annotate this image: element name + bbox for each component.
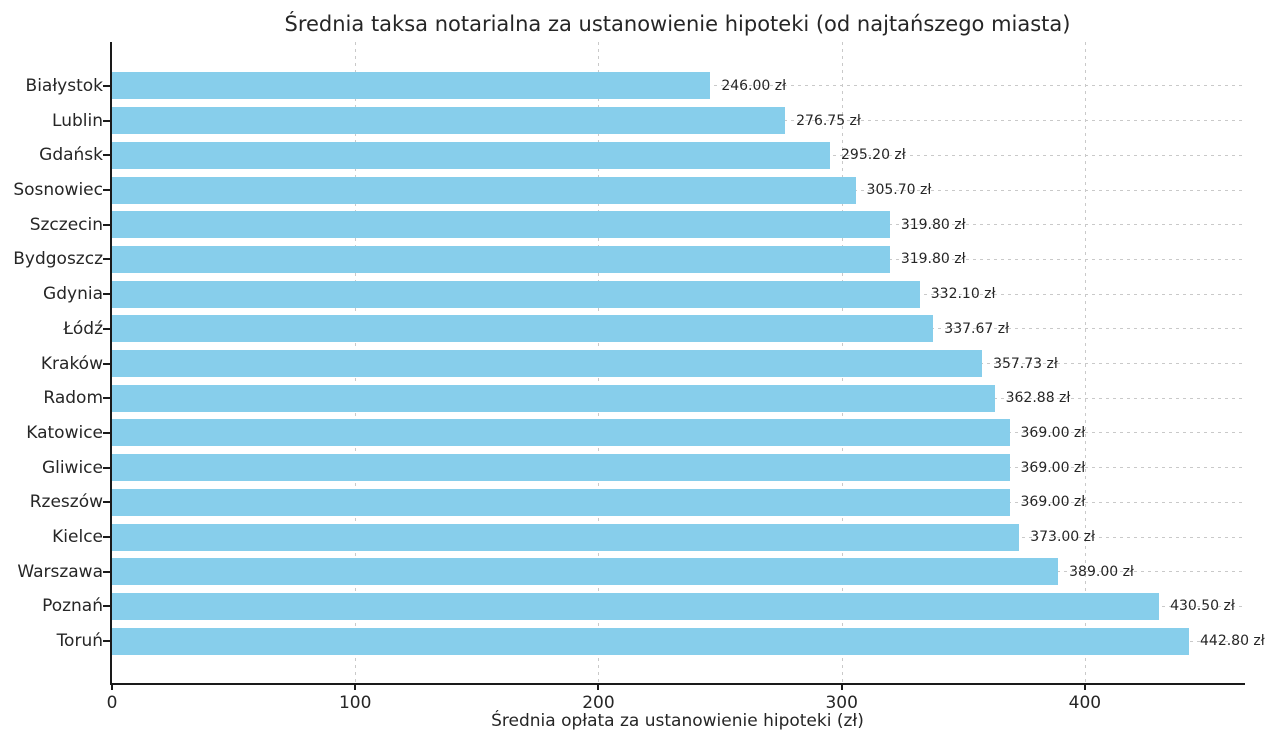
x-axis-title: Średnia opłata za ustanowienie hipoteki … (491, 711, 864, 731)
y-axis-label: Gdańsk (39, 145, 103, 166)
y-tick-mark (103, 154, 110, 157)
y-tick-mark (103, 501, 110, 504)
bar (112, 627, 1189, 655)
value-label: 389.00 zł (1069, 563, 1134, 580)
chart-title: Średnia taksa notarialna za ustanowienie… (284, 12, 1071, 36)
bar (112, 141, 830, 169)
value-label: 373.00 zł (1030, 529, 1095, 546)
y-tick-mark (103, 570, 110, 573)
x-axis-spine (110, 683, 1245, 685)
value-label: 305.70 zł (866, 182, 932, 199)
value-label: 369.00 zł (1020, 459, 1086, 476)
y-tick-mark (103, 640, 110, 643)
x-tick-label: 400 (1068, 693, 1102, 713)
x-tick-mark (1083, 683, 1086, 690)
x-tick-label: 100 (338, 693, 372, 713)
x-tick-label: 200 (582, 693, 615, 713)
y-axis-label: Kraków (40, 353, 103, 374)
y-axis-label: Toruń (56, 631, 103, 652)
bar (112, 488, 1010, 516)
y-tick-mark (103, 189, 110, 192)
bar (112, 523, 1020, 551)
y-tick-mark (103, 223, 110, 226)
y-tick-mark (103, 605, 110, 608)
value-label: 369.00 zł (1020, 494, 1086, 511)
y-axis-label: Sosnowiec (13, 180, 103, 201)
y-axis-label: Lublin (52, 110, 103, 131)
bar (112, 280, 920, 308)
value-label: 246.00 zł (721, 77, 787, 94)
gridline-vertical (1084, 42, 1086, 683)
bar (112, 454, 1010, 482)
value-label: 430.50 zł (1170, 598, 1235, 615)
value-label: 295.20 zł (841, 147, 906, 164)
y-axis-label: Warszawa (17, 561, 103, 582)
x-tick-mark (354, 683, 357, 690)
y-tick-mark (103, 258, 110, 261)
bar (112, 350, 983, 378)
x-tick-label: 0 (106, 693, 118, 713)
value-label: 357.73 zł (993, 355, 1058, 372)
y-axis-label: Rzeszów (29, 492, 103, 513)
value-label: 276.75 zł (796, 112, 861, 129)
value-label: 319.80 zł (900, 251, 966, 268)
bar (112, 592, 1160, 620)
x-tick-mark (597, 683, 600, 690)
y-tick-mark (103, 84, 110, 87)
x-tick-label: 300 (825, 693, 858, 713)
y-axis-label: Kielce (52, 527, 103, 548)
y-tick-mark (103, 327, 110, 330)
value-label: 442.80 zł (1200, 633, 1265, 650)
y-axis-label: Szczecin (29, 214, 103, 235)
bar (112, 419, 1010, 447)
y-tick-mark (103, 397, 110, 400)
value-label: 337.67 zł (944, 320, 1010, 337)
bar (112, 384, 995, 412)
bar (112, 558, 1059, 586)
x-tick-mark (840, 683, 843, 690)
bar (112, 211, 890, 239)
y-tick-mark (103, 119, 110, 122)
y-tick-mark (103, 536, 110, 539)
plot-area: 0 100 200 300 400 246.00 zł 276.75 zł 295.20 zł… (103, 42, 1265, 713)
bar (112, 315, 934, 343)
bar (112, 176, 856, 204)
y-axis-spine (110, 42, 112, 685)
value-label: 319.80 zł (900, 216, 966, 233)
value-label: 369.00 zł (1020, 424, 1086, 441)
value-label: 332.10 zł (930, 286, 996, 303)
x-tick-mark (111, 683, 113, 690)
y-tick-mark (103, 362, 110, 365)
bar (112, 107, 786, 135)
y-axis-label: Poznań (42, 596, 103, 617)
y-tick-mark (103, 431, 110, 434)
y-axis-label: Białystok (25, 75, 103, 96)
y-axis-label: Katowice (26, 422, 103, 443)
y-axis-label: Łódź (63, 318, 103, 339)
y-axis-labels: Białystok Lublin Gdańsk Sosnowiec Szczecin By… (0, 42, 103, 683)
bar (112, 245, 890, 273)
bar (112, 72, 711, 100)
value-label: 362.88 zł (1005, 390, 1071, 407)
y-axis-label: Bydgoszcz (13, 249, 103, 270)
y-axis-label: Gdynia (43, 284, 103, 305)
y-tick-mark (103, 293, 110, 296)
y-tick-mark (103, 466, 110, 469)
y-axis-label: Gliwice (41, 457, 103, 478)
y-axis-label: Radom (43, 388, 103, 409)
